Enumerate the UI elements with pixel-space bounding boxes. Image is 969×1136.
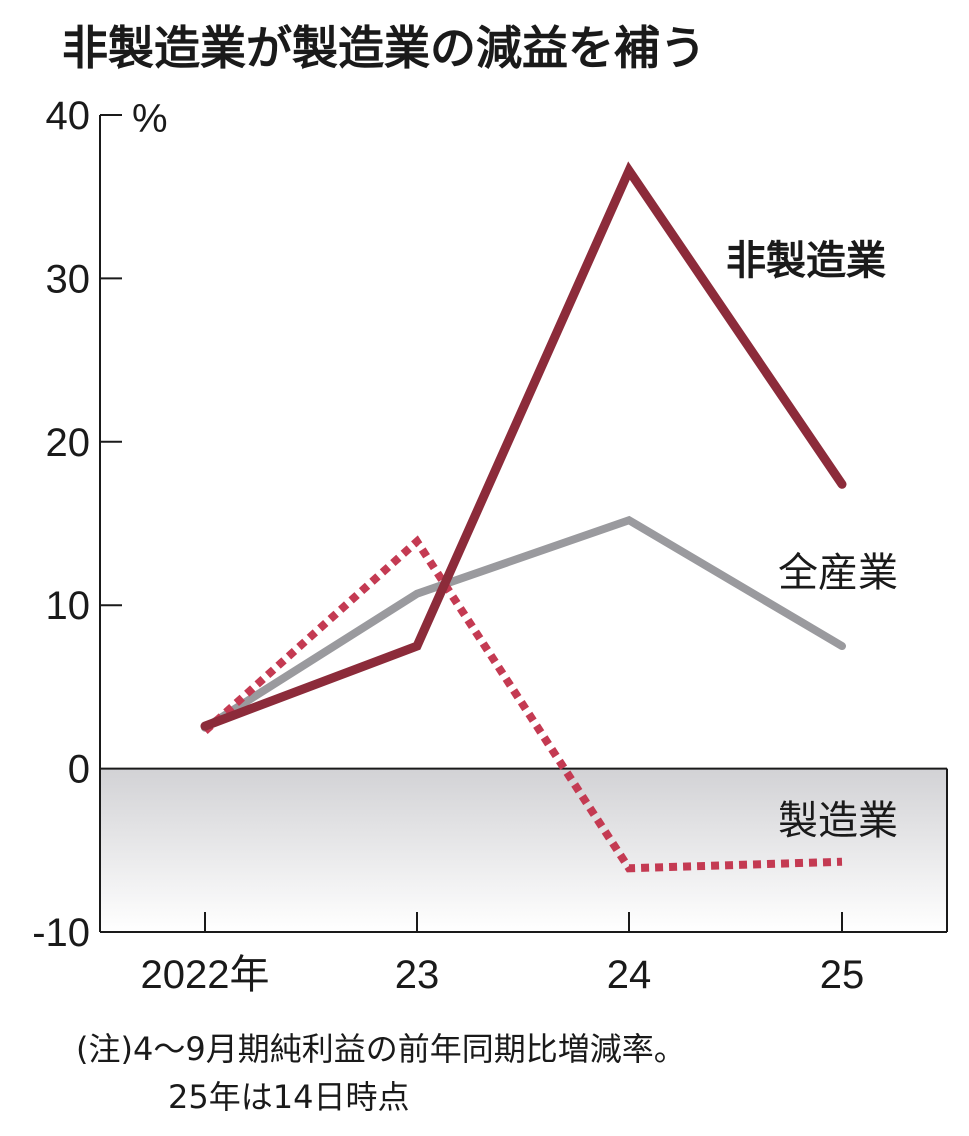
y-tick-label: -10	[32, 911, 90, 955]
series-label-manufacturing: 製造業	[778, 798, 898, 844]
note-line-1: (注)4〜9月期純利益の前年同期比増減率。	[76, 1030, 686, 1068]
y-axis-unit-label: %	[132, 97, 168, 141]
x-tick-label: 23	[395, 953, 440, 997]
y-tick-label: 40	[46, 94, 91, 138]
x-tick-label: 24	[607, 953, 652, 997]
negative-region-shading	[100, 769, 947, 932]
series-label-all-industries: 全産業	[778, 550, 898, 596]
chart-title: 非製造業が製造業の減益を補う	[62, 21, 706, 75]
series-line-all-industries	[205, 520, 842, 728]
y-tick-label: 0	[68, 748, 90, 792]
y-tick-label: 20	[46, 421, 91, 465]
note-line-2: 25年は14日時点	[168, 1078, 409, 1116]
series-label-non-manufacturing: 非製造業	[726, 238, 886, 284]
series-labels: 非製造業 全産業 製造業	[726, 238, 898, 844]
y-tick-label: 10	[46, 584, 91, 628]
x-tick-label: 2022年	[141, 953, 270, 997]
x-tick-label: 25	[820, 953, 865, 997]
y-tick-label: 30	[46, 257, 91, 301]
negative-region-fill	[100, 769, 947, 932]
